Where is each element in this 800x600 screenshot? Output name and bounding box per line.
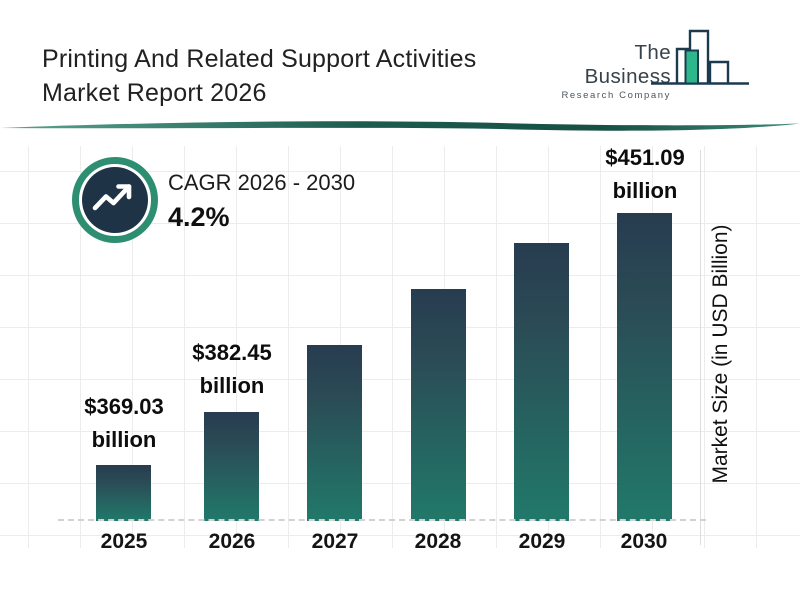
logo: The Business Research Company (545, 41, 671, 101)
trend-up-icon (70, 155, 160, 250)
page-title-line2: Market Report 2026 (42, 79, 267, 107)
bar-2028 (411, 289, 466, 521)
value-unit: billion (91, 427, 157, 452)
x-tick-2030: 2030 (620, 530, 668, 553)
value-label-2025: $369.03 billion (49, 390, 199, 456)
value-unit: billion (612, 178, 678, 203)
value-amount: $451.09 (605, 145, 685, 170)
y-axis-title: Market Size (in USD Billion) (709, 224, 732, 484)
bar-2030 (617, 213, 672, 521)
x-tick-2027: 2027 (311, 530, 359, 553)
y-axis-line (700, 150, 701, 545)
x-tick-2029: 2029 (518, 530, 566, 553)
bar-2027 (307, 345, 362, 521)
page-title: Printing And Related Support Activities … (42, 42, 476, 110)
x-axis-baseline (58, 519, 706, 521)
value-amount: $369.03 (84, 394, 164, 419)
logo-name: The Business (584, 41, 671, 88)
logo-bars-icon (643, 24, 757, 95)
value-amount: $382.45 (192, 340, 272, 365)
bar-2026 (204, 412, 259, 521)
divider-rule (0, 117, 800, 144)
value-label-2030: $451.09 billion (570, 141, 720, 207)
x-tick-2028: 2028 (414, 530, 462, 553)
value-label-2026: $382.45 billion (157, 336, 307, 402)
cagr-period-label: CAGR 2026 - 2030 (168, 170, 356, 195)
cagr-value: 4.2% (168, 202, 230, 232)
page-title-line1: Printing And Related Support Activities (42, 45, 477, 73)
bar-2025 (96, 465, 151, 521)
x-tick-2025: 2025 (100, 530, 148, 553)
value-unit: billion (199, 373, 265, 398)
x-tick-2026: 2026 (208, 530, 256, 553)
logo-subname: Research Company (561, 90, 671, 101)
bar-2029 (514, 243, 569, 521)
